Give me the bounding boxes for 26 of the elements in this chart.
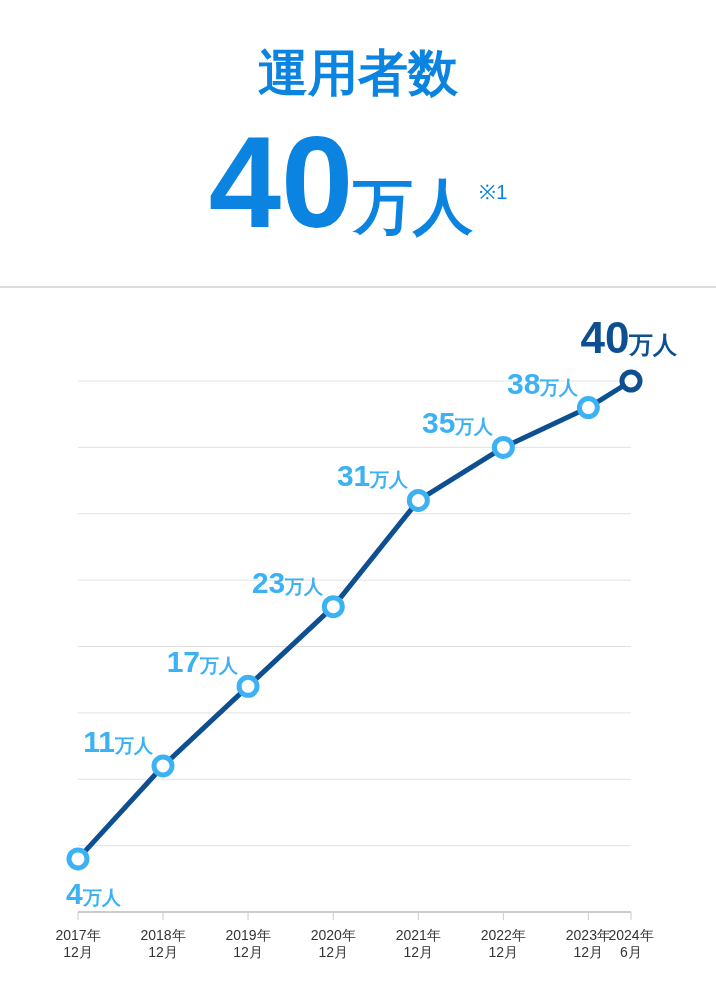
- x-tick-label: 2022年 12月: [480, 927, 526, 960]
- chart-title: 運用者数: [257, 44, 459, 103]
- data-label: 40万人: [580, 313, 679, 362]
- point: [406, 488, 430, 512]
- x-tick-label: 2018年 12月: [140, 927, 186, 960]
- data-label: 11万人: [83, 724, 155, 758]
- data-label: 17万人: [166, 645, 240, 679]
- data-label: 4万人: [66, 876, 122, 910]
- x-tick-label: 2023年 12月: [565, 927, 611, 960]
- point: [151, 754, 175, 778]
- point: [576, 396, 600, 420]
- data-label: 38万人: [507, 366, 580, 400]
- x-tick-label: 2020年 12月: [310, 927, 356, 960]
- x-tick-label: 2021年 12月: [395, 927, 441, 960]
- point: [66, 847, 90, 871]
- data-label: 31万人: [336, 459, 410, 493]
- point: [491, 435, 515, 459]
- point: [321, 595, 345, 619]
- data-label: 35万人: [421, 406, 495, 440]
- data-label: 23万人: [251, 565, 325, 599]
- point: [236, 674, 260, 698]
- x-tick-label: 2024年 6月: [608, 927, 654, 960]
- chart-subtitle: 40万人$^{※1}$: [208, 109, 508, 255]
- point: [619, 369, 643, 393]
- x-tick-label: 2017年 12月: [55, 927, 101, 960]
- x-tick-label: 2019年 12月: [225, 927, 271, 960]
